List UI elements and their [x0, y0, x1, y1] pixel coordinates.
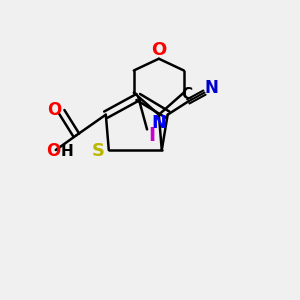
Text: O: O	[151, 41, 166, 59]
Text: C: C	[181, 87, 192, 102]
Text: H: H	[61, 144, 73, 159]
Text: O: O	[47, 101, 62, 119]
Text: S: S	[92, 142, 105, 160]
Text: N: N	[204, 79, 218, 97]
Text: N: N	[151, 114, 166, 132]
Text: I: I	[148, 126, 155, 146]
Text: O: O	[46, 142, 60, 160]
